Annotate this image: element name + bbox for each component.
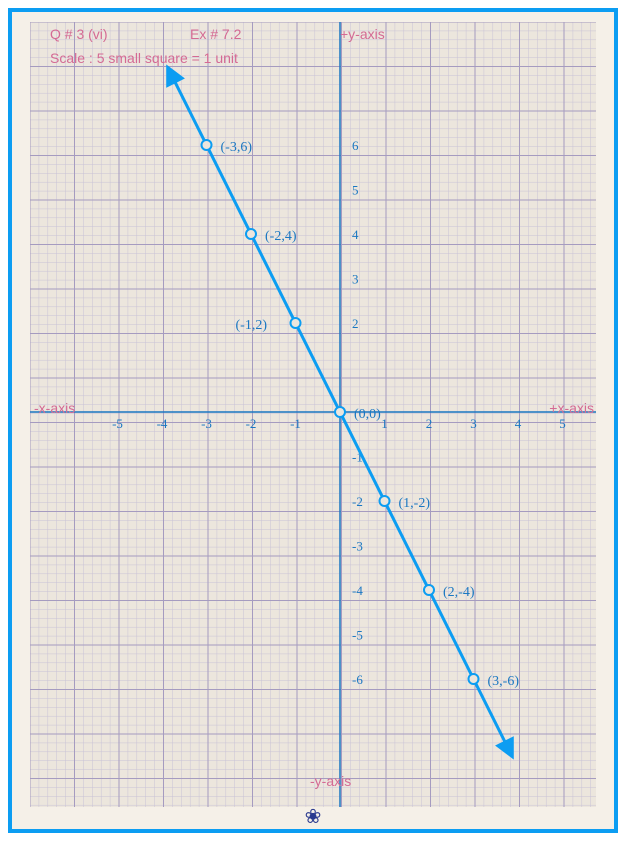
svg-text:(-1,2): (-1,2) (236, 318, 268, 333)
scale-label: Scale : 5 small square = 1 unit (50, 50, 238, 66)
plus-y-axis-label: +y-axis (340, 26, 385, 42)
neg-y-axis-label: -y-axis (310, 773, 351, 789)
graph-paper: -5-4-3-2-112345-6-5-4-3-2-123456(-3,6)(-… (30, 22, 596, 807)
svg-text:-4: -4 (157, 416, 168, 431)
svg-text:2: 2 (352, 316, 359, 331)
svg-text:(2,-4): (2,-4) (443, 585, 475, 600)
svg-text:(-3,6): (-3,6) (221, 140, 253, 155)
outer-border: -5-4-3-2-112345-6-5-4-3-2-123456(-3,6)(-… (8, 8, 618, 833)
svg-text:-6: -6 (352, 672, 363, 687)
svg-text:-1: -1 (290, 416, 301, 431)
svg-text:(3,-6): (3,-6) (488, 674, 520, 689)
svg-text:-5: -5 (112, 416, 123, 431)
svg-text:-3: -3 (201, 416, 212, 431)
svg-text:-2: -2 (352, 494, 363, 509)
neg-x-axis-label: -x-axis (34, 400, 75, 416)
pos-x-axis-label: +x-axis (549, 400, 594, 416)
exercise-number: Ex # 7.2 (190, 26, 241, 42)
svg-text:(-2,4): (-2,4) (265, 229, 297, 244)
svg-text:-3: -3 (352, 539, 363, 554)
svg-text:-4: -4 (352, 583, 363, 598)
svg-text:6: 6 (352, 138, 359, 153)
svg-text:-5: -5 (352, 628, 363, 643)
svg-text:(1,-2): (1,-2) (399, 496, 431, 511)
svg-text:(0,0): (0,0) (354, 407, 381, 422)
svg-text:4: 4 (515, 416, 522, 431)
svg-text:5: 5 (559, 416, 566, 431)
svg-text:4: 4 (352, 227, 359, 242)
svg-text:5: 5 (352, 183, 359, 198)
svg-text:-2: -2 (246, 416, 257, 431)
svg-text:3: 3 (352, 272, 359, 287)
plot: -5-4-3-2-112345-6-5-4-3-2-123456(-3,6)(-… (30, 22, 596, 807)
ornament-icon: ❀ (305, 804, 322, 829)
svg-text:2: 2 (426, 416, 433, 431)
svg-text:1: 1 (381, 416, 388, 431)
question-number: Q # 3 (vi) (50, 26, 108, 42)
svg-text:3: 3 (470, 416, 477, 431)
